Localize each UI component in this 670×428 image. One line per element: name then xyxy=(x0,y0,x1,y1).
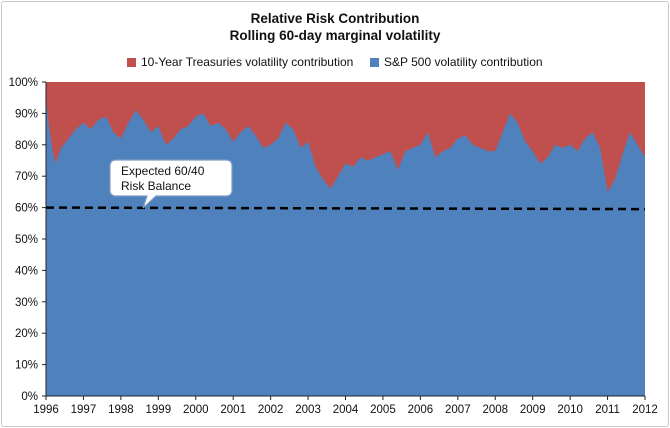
y-tick-label: 80% xyxy=(15,140,38,152)
x-tick-label: 2011 xyxy=(595,404,620,416)
legend-label-sp500: S&P 500 volatility contribution xyxy=(384,55,543,69)
y-tick-label: 40% xyxy=(15,265,38,277)
legend-swatch-sp500 xyxy=(370,58,379,67)
chart-title: Relative Risk Contribution xyxy=(250,11,420,26)
y-tick-label: 50% xyxy=(15,234,38,246)
legend-item-treasuries: 10-Year Treasuries volatility contributi… xyxy=(127,55,353,69)
annotation-line-2: Risk Balance xyxy=(121,179,191,193)
x-tick-label: 2002 xyxy=(258,404,284,416)
x-tick-label: 1996 xyxy=(33,404,59,416)
legend-item-sp500: S&P 500 volatility contribution xyxy=(370,55,543,69)
x-tick-label: 2001 xyxy=(220,404,246,416)
y-tick-label: 20% xyxy=(15,328,38,340)
x-tick-label: 1999 xyxy=(146,404,172,416)
y-tick-label: 70% xyxy=(15,171,38,183)
y-tick-label: 0% xyxy=(21,391,38,403)
legend-swatch-treasuries xyxy=(127,58,136,67)
x-tick-label: 1997 xyxy=(71,404,97,416)
y-tick-label: 10% xyxy=(15,360,38,372)
x-tick-label: 2003 xyxy=(295,404,321,416)
y-tick-label: 90% xyxy=(15,108,38,120)
x-tick-label: 1998 xyxy=(108,404,134,416)
x-tick-label: 2008 xyxy=(482,404,508,416)
x-tick-label: 2000 xyxy=(183,404,209,416)
x-tick-label: 2006 xyxy=(408,404,434,416)
x-tick-label: 2009 xyxy=(520,404,546,416)
x-tick-label: 2007 xyxy=(445,404,471,416)
y-tick-label: 100% xyxy=(9,77,38,89)
chart-title-block: Relative Risk Contribution Rolling 60-da… xyxy=(0,10,670,44)
reference-line-60-40 xyxy=(45,206,646,211)
x-tick-label: 2005 xyxy=(370,404,396,416)
y-tick-label: 60% xyxy=(15,203,38,215)
annotation-line-1: Expected 60/40 xyxy=(121,164,205,178)
legend-label-treasuries: 10-Year Treasuries volatility contributi… xyxy=(141,55,354,69)
x-tick-label: 2010 xyxy=(557,404,583,416)
y-tick-label: 30% xyxy=(15,297,38,309)
x-tick-label: 2004 xyxy=(333,404,359,416)
x-tick-label: 2012 xyxy=(632,404,658,416)
annotation-callout-box xyxy=(109,159,233,209)
chart-subtitle: Rolling 60-day marginal volatility xyxy=(229,28,441,43)
